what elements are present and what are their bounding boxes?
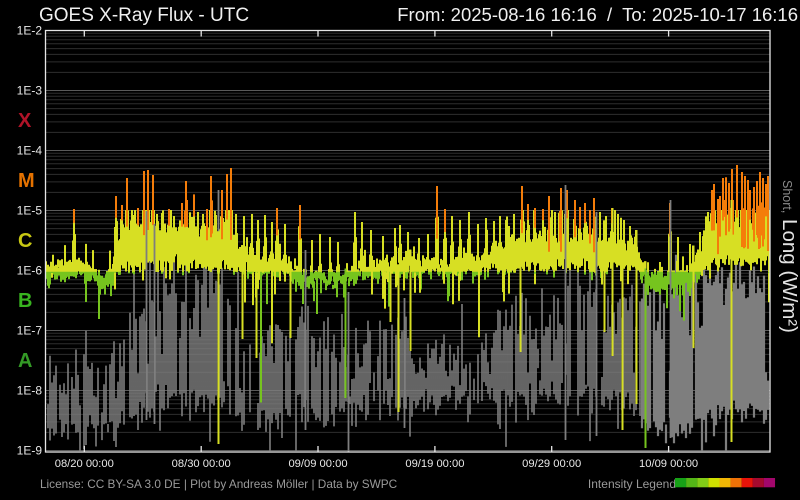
- svg-text:09/09 00:00: 09/09 00:00: [288, 458, 347, 470]
- svg-text:1E-7: 1E-7: [17, 324, 43, 338]
- svg-text:Short, Long (W/m²): Short, Long (W/m²): [778, 180, 800, 333]
- svg-text:1E-6: 1E-6: [17, 264, 43, 278]
- svg-text:1E-8: 1E-8: [17, 384, 43, 398]
- svg-text:Intensity Legend: Intensity Legend: [588, 477, 676, 491]
- svg-text:09/19 00:00: 09/19 00:00: [405, 458, 464, 470]
- svg-text:09/29 00:00: 09/29 00:00: [522, 458, 581, 470]
- svg-text:10/09 00:00: 10/09 00:00: [639, 458, 698, 470]
- svg-text:From: 2025-08-16 16:16 / To:: From: 2025-08-16 16:16 / To: 2025-10-17 …: [397, 4, 798, 25]
- svg-text:A: A: [18, 350, 32, 372]
- svg-text:1E-2: 1E-2: [17, 24, 43, 38]
- svg-text:X: X: [18, 110, 32, 132]
- svg-text:M: M: [18, 170, 35, 192]
- svg-text:1E-5: 1E-5: [17, 204, 43, 218]
- svg-text:B: B: [18, 290, 32, 312]
- svg-text:1E-4: 1E-4: [17, 144, 43, 158]
- svg-text:1E-9: 1E-9: [17, 444, 43, 458]
- svg-text:License: CC BY-SA 3.0 DE | Plo: License: CC BY-SA 3.0 DE | Plot by Andre…: [40, 477, 398, 491]
- svg-text:08/20 00:00: 08/20 00:00: [55, 458, 114, 470]
- svg-text:1E-3: 1E-3: [17, 84, 43, 98]
- svg-text:GOES X-Ray Flux - UTC: GOES X-Ray Flux - UTC: [39, 5, 249, 26]
- svg-text:C: C: [18, 230, 32, 252]
- svg-text:08/30 00:00: 08/30 00:00: [172, 458, 231, 470]
